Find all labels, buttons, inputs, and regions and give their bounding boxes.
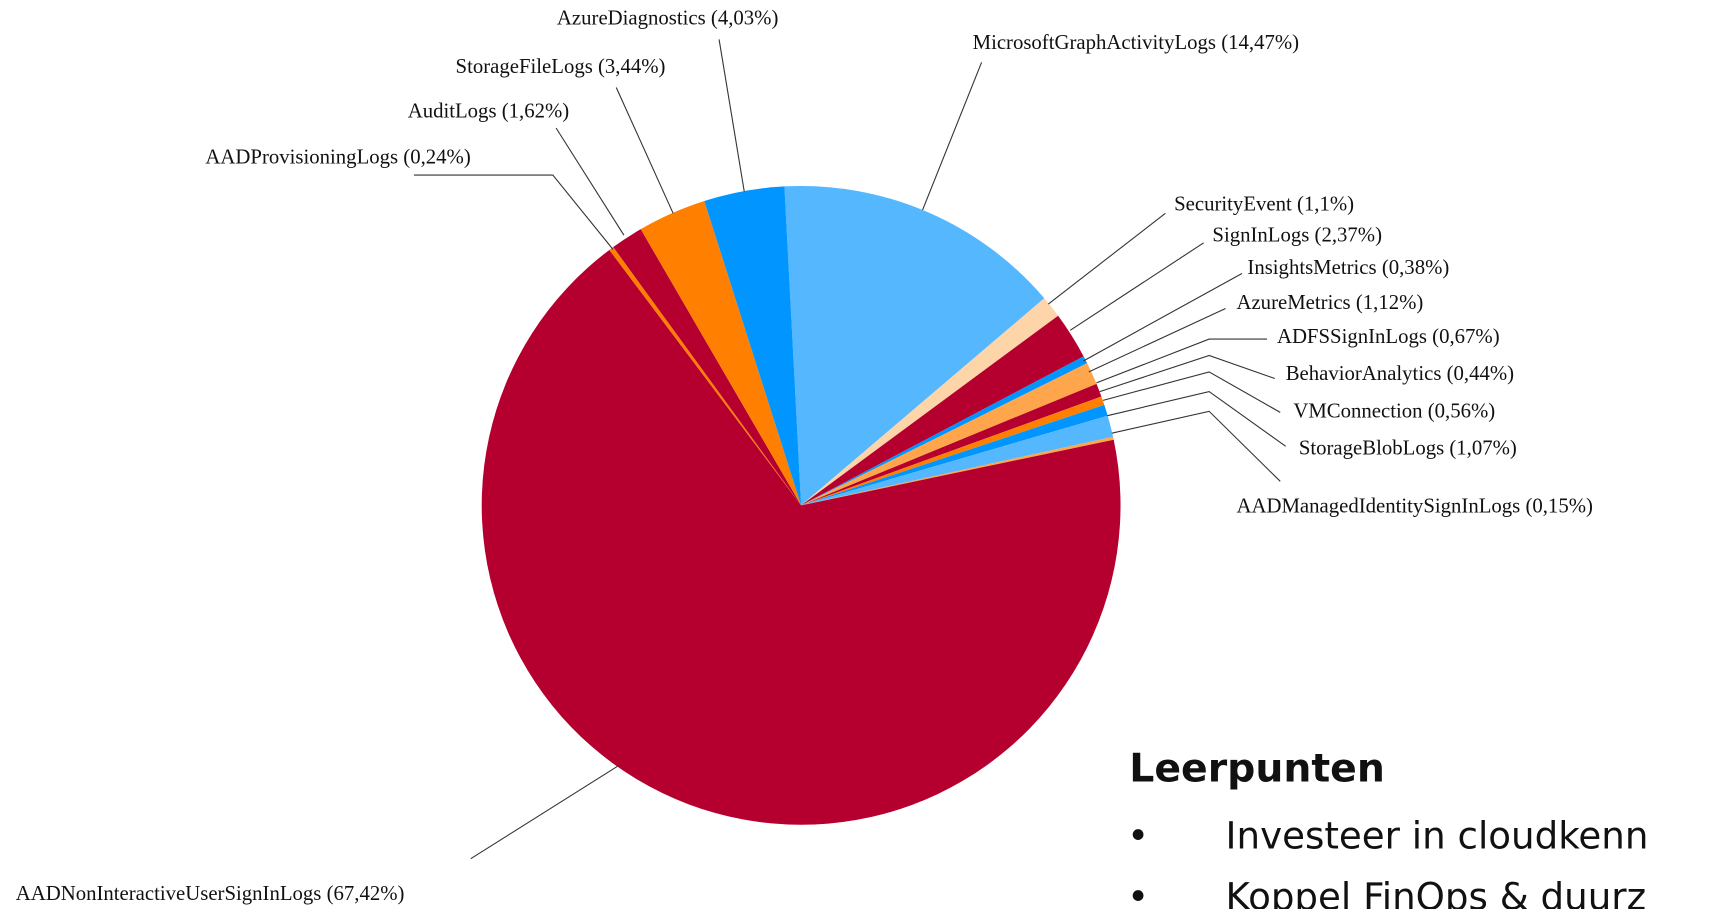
slice-label: ADFSSignInLogs (0,67%)	[1277, 325, 1500, 348]
slice-label: AADNonInteractiveUserSignInLogs (67,42%)	[16, 882, 405, 905]
pie-slice	[801, 383, 1102, 506]
slice-label: BehaviorAnalytics (0,44%)	[1286, 362, 1514, 385]
pie-slice	[801, 356, 1088, 506]
pie-slice	[801, 404, 1108, 506]
slice-name: AzureMetrics	[1236, 291, 1350, 314]
slice-value: (0,56%)	[1428, 399, 1495, 422]
slice-name: AuditLogs	[408, 99, 497, 122]
bullet-text: Koppel FinOps & duurz	[1226, 875, 1647, 909]
slice-value: (1,62%)	[502, 99, 569, 122]
leader-line	[470, 765, 619, 860]
leader-line	[1096, 338, 1268, 384]
slice-label: AzureMetrics (1,12%)	[1236, 291, 1423, 314]
slice-label: AADProvisioningLogs (0,24%)	[205, 145, 470, 168]
heading: Leerpunten	[1129, 746, 1385, 792]
pie-slice	[801, 298, 1059, 506]
pie-slice	[784, 185, 1045, 506]
pie-slice	[609, 247, 802, 506]
slice-name: VMConnection	[1293, 399, 1423, 422]
leader-line	[615, 87, 674, 214]
slice-name: StorageBlobLogs	[1299, 436, 1444, 459]
slice-label: SignInLogs (2,37%)	[1212, 223, 1382, 246]
leader-line	[413, 174, 614, 250]
leader-line	[1102, 371, 1281, 413]
pie-slice	[801, 415, 1114, 506]
leader-line	[1083, 272, 1243, 362]
slice-value: (0,38%)	[1382, 256, 1449, 279]
bullet: •	[1127, 875, 1149, 909]
slice-name: ADFSSignInLogs	[1277, 325, 1427, 348]
slice-label: StorageBlobLogs (1,07%)	[1299, 436, 1517, 459]
leader-line	[1099, 354, 1275, 393]
slice-name: AzureDiagnostics	[557, 6, 706, 29]
slice-name: InsightsMetrics	[1247, 256, 1376, 279]
slice-value: (0,44%)	[1447, 362, 1514, 385]
slice-name: AADManagedIdentitySignInLogs	[1236, 494, 1520, 517]
slice-label: AzureDiagnostics (4,03%)	[557, 6, 778, 29]
slice-name: AADProvisioningLogs	[205, 145, 398, 168]
slice-label: MicrosoftGraphActivityLogs (14,47%)	[973, 31, 1299, 54]
slice-value: (3,44%)	[598, 55, 665, 78]
slice-name: MicrosoftGraphActivityLogs	[973, 31, 1216, 54]
leader-line	[1111, 410, 1281, 482]
leader-line	[1047, 212, 1166, 305]
leader-line	[1088, 307, 1226, 373]
pie-slice	[801, 315, 1084, 506]
pie-slice	[704, 186, 802, 506]
leader-line	[922, 62, 983, 211]
slice-value: (1,1%)	[1297, 192, 1354, 215]
slice-label: AADManagedIdentitySignInLogs (0,15%)	[1236, 494, 1592, 517]
slice-value: (4,03%)	[711, 6, 778, 29]
slice-name: BehaviorAnalytics	[1286, 362, 1442, 385]
leader-line	[1069, 242, 1204, 331]
slice-value: (1,07%)	[1449, 436, 1516, 459]
pie-slice	[801, 363, 1097, 506]
slice-label: VMConnection (0,56%)	[1293, 399, 1495, 422]
pie-slice	[801, 396, 1105, 506]
slice-value: (0,24%)	[403, 145, 470, 168]
slice-label: AuditLogs (1,62%)	[408, 99, 570, 122]
bullet-text: Investeer in cloudkenn	[1226, 813, 1649, 857]
pie-slice	[801, 436, 1114, 506]
slice-value: (14,47%)	[1221, 31, 1299, 54]
slice-value: (67,42%)	[327, 882, 405, 905]
slice-value: (2,37%)	[1315, 223, 1382, 246]
leader-line	[1107, 391, 1287, 447]
slice-name: StorageFileLogs	[456, 55, 593, 78]
slice-label: SecurityEvent (1,1%)	[1174, 192, 1354, 215]
slice-value: (0,67%)	[1432, 325, 1499, 348]
pie-slice	[640, 200, 802, 506]
slice-name: AADNonInteractiveUserSignInLogs	[16, 882, 322, 905]
slice-name: SignInLogs	[1212, 223, 1309, 246]
slice-label: InsightsMetrics (0,38%)	[1247, 256, 1449, 279]
leader-line	[555, 127, 625, 236]
slice-name: SecurityEvent	[1174, 192, 1292, 215]
slice-value: (0,15%)	[1525, 494, 1592, 517]
slice-label: StorageFileLogs (3,44%)	[456, 55, 666, 78]
leader-line	[718, 39, 745, 192]
bullet: •	[1127, 813, 1149, 857]
pie-slice	[613, 229, 802, 506]
slice-value: (1,12%)	[1356, 291, 1423, 314]
pie-slice	[481, 249, 1121, 825]
